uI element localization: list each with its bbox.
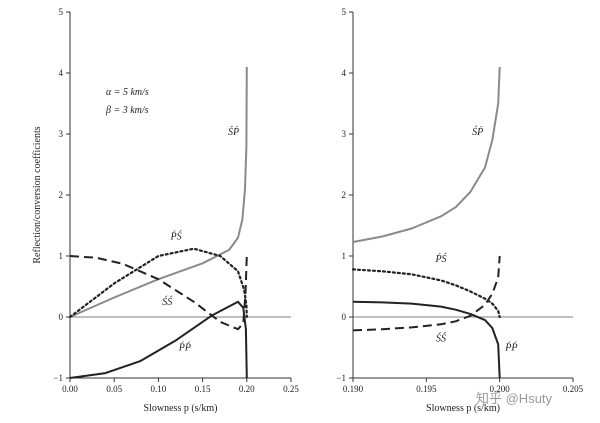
y-tick-label: −1	[53, 373, 63, 383]
series-line	[69, 255, 248, 331]
y-tick-label: 1	[342, 251, 347, 261]
curve-label: ṔṔ	[178, 342, 191, 354]
curve-label: ṔṔ	[504, 342, 517, 354]
curve-label: ṔŚ	[170, 231, 182, 243]
y-tick-label: 0	[59, 312, 64, 322]
x-tick-label: 0.10	[151, 384, 167, 394]
x-axis-title: Slowness p (s/km)	[426, 403, 500, 414]
curve-label: ŚŚ	[436, 332, 446, 344]
y-tick-label: 2	[342, 190, 347, 200]
x-tick-label: 0.20	[239, 384, 255, 394]
y-tick-label: 4	[342, 68, 347, 78]
left-chart-panel: α = 5 km/s β = 3 km/s −1 0 1 2 3 4 5 0.00 0.05 0.…	[32, 7, 299, 414]
x-tick-label: 0.25	[283, 384, 299, 394]
series-line	[68, 247, 248, 319]
y-tick-label: −1	[336, 373, 346, 383]
y-tick-label: 4	[59, 68, 64, 78]
x-tick-label: 0.205	[563, 384, 584, 394]
curve-label: ŚṔ	[472, 126, 483, 138]
series-line	[352, 300, 501, 379]
x-tick-label: 0.05	[106, 384, 122, 394]
alpha-annotation: α = 5 km/s	[106, 87, 149, 98]
series-line	[69, 300, 248, 379]
y-tick-label: 2	[59, 190, 64, 200]
beta-annotation: β = 3 km/s	[105, 105, 149, 116]
x-tick-label: 0.190	[343, 384, 364, 394]
curve-label: ṔŚ	[434, 253, 446, 265]
series-line	[352, 66, 501, 243]
x-tick-label: 0.200	[490, 384, 511, 394]
y-axis-title: Reflection/conversion coefficients	[32, 126, 43, 263]
y-tick-label: 3	[342, 129, 347, 139]
x-tick-label: 0.195	[416, 384, 437, 394]
x-tick-label: 0.00	[62, 384, 78, 394]
y-tick-label: 0	[342, 312, 347, 322]
series-line	[69, 66, 248, 318]
y-tick-label: 3	[59, 129, 64, 139]
watermark: 知乎 @Hsuty	[476, 391, 553, 406]
curve-label: ŚṔ	[228, 126, 239, 138]
x-tick-label: 0.15	[195, 384, 211, 394]
y-tick-label: 1	[59, 251, 64, 261]
right-chart-panel: −1 0 1 2 3 4 5 0.190 0.195 0.200 0.205 Slowness p (…	[336, 7, 583, 414]
y-tick-label: 5	[342, 7, 347, 17]
series-line	[351, 268, 501, 319]
curve-label: ŚŚ	[162, 296, 172, 308]
x-axis-title: Slowness p (s/km)	[144, 403, 218, 414]
y-tick-label: 5	[59, 7, 64, 17]
series-line	[352, 255, 501, 332]
